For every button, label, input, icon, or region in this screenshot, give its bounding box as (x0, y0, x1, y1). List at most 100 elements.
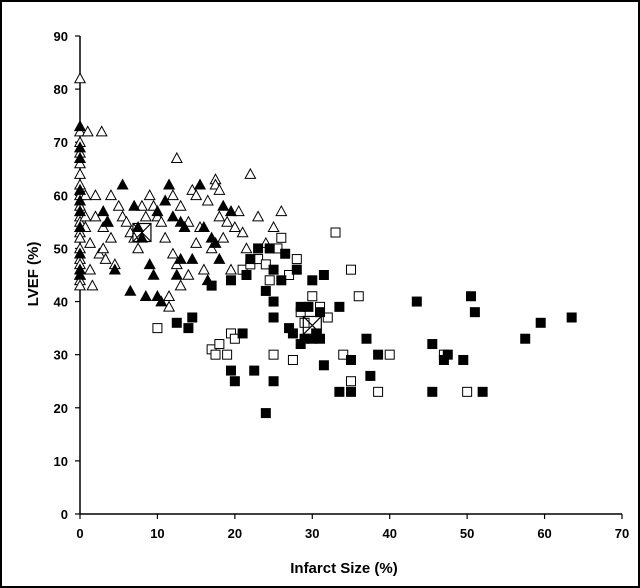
y-tick-label: 20 (54, 401, 68, 416)
open-triangle-point (162, 300, 176, 312)
open-triangle-point (89, 189, 102, 201)
filled-triangle-point (159, 194, 172, 206)
filled-square-point (315, 333, 326, 344)
open-square-point (152, 323, 163, 334)
open-triangle-point (73, 157, 87, 169)
open-triangle-point (236, 226, 249, 238)
filled-triangle-point (116, 178, 129, 190)
open-triangle-point (155, 215, 168, 227)
filled-triangle-point (108, 263, 121, 275)
open-triangle-point (221, 215, 234, 227)
filled-triangle-point (166, 210, 179, 222)
open-triangle-point (86, 279, 99, 291)
filled-square-point (268, 296, 279, 307)
filled-triangle-point (209, 236, 222, 248)
filled-triangle-point (178, 220, 191, 232)
filled-square-point (469, 307, 480, 318)
filled-square-point (264, 243, 275, 254)
open-square-point (222, 349, 233, 360)
filled-square-point (253, 243, 264, 254)
mean-marker-point (302, 315, 322, 336)
filled-triangle-point (170, 268, 183, 280)
open-square-point (268, 349, 279, 360)
filled-triangle-point (143, 258, 156, 270)
open-triangle-point (97, 242, 110, 254)
filled-square-point (268, 264, 279, 275)
data-points (73, 72, 577, 419)
open-triangle-point (79, 210, 92, 222)
x-tick-label: 50 (460, 526, 474, 541)
open-triangle-point (104, 231, 118, 243)
open-triangle-point (217, 231, 230, 243)
open-triangle-point (143, 189, 156, 201)
y-tick-label: 50 (54, 241, 68, 256)
x-tick-label: 0 (76, 526, 83, 541)
filled-triangle-point (139, 290, 152, 302)
open-triangle-point (84, 263, 97, 275)
open-triangle-point (213, 210, 226, 222)
filled-square-point (303, 301, 314, 312)
open-square-point (322, 312, 333, 323)
open-triangle-point (201, 194, 214, 206)
y-axis-title: LVEF (%) (25, 242, 42, 307)
filled-square-point (427, 386, 438, 397)
filled-square-point (280, 248, 291, 259)
open-triangle-point (84, 236, 97, 248)
open-triangle-point (166, 247, 179, 259)
filled-square-point (373, 349, 384, 360)
filled-square-point (237, 328, 248, 339)
filled-triangle-point (147, 268, 160, 280)
filled-square-point (442, 349, 453, 360)
filled-square-point (276, 275, 287, 286)
filled-square-point (361, 333, 372, 344)
open-triangle-point (81, 125, 94, 137)
open-square-point (373, 386, 384, 397)
open-square-point (330, 227, 341, 238)
y-tick-label: 40 (54, 295, 68, 310)
open-square-point (338, 349, 349, 360)
filled-triangle-point (73, 268, 87, 280)
filled-square-point (268, 312, 279, 323)
open-triangle-point (95, 125, 108, 137)
filled-square-point (171, 317, 182, 328)
open-triangle-point (170, 151, 183, 163)
open-triangle-point (182, 268, 195, 280)
y-tick-label: 70 (54, 135, 68, 150)
open-triangle-point (139, 210, 152, 222)
filled-square-point (229, 376, 240, 387)
open-square-point (229, 333, 240, 344)
open-triangle-point (240, 242, 253, 254)
open-triangle-point (132, 242, 145, 254)
filled-square-point (225, 275, 236, 286)
filled-triangle-point (135, 231, 148, 243)
filled-square-point (427, 339, 438, 350)
open-triangle-point (205, 242, 218, 254)
filled-square-point (307, 275, 318, 286)
filled-square-point (477, 386, 488, 397)
filled-triangle-point (73, 247, 87, 259)
filled-square-point (535, 317, 546, 328)
y-tick-label: 90 (54, 29, 68, 44)
open-triangle-point (112, 199, 125, 211)
axes (79, 36, 622, 515)
open-triangle-point (73, 72, 87, 84)
open-square-point (291, 254, 302, 265)
filled-triangle-point (101, 215, 114, 227)
open-square-point (299, 317, 310, 328)
filled-triangle-point (155, 295, 168, 307)
open-square-point (346, 264, 356, 275)
filled-square-point (206, 280, 217, 291)
filled-square-point (520, 333, 531, 344)
y-tick-label: 10 (54, 454, 68, 469)
open-square-point (276, 232, 287, 243)
filled-triangle-point (73, 205, 87, 217)
filled-triangle-point (124, 284, 137, 296)
filled-square-point (318, 270, 329, 280)
open-triangle-point (162, 290, 176, 302)
open-triangle-point (267, 220, 280, 232)
filled-square-point (365, 370, 376, 381)
filled-square-point (268, 376, 279, 387)
filled-triangle-point (213, 252, 226, 264)
